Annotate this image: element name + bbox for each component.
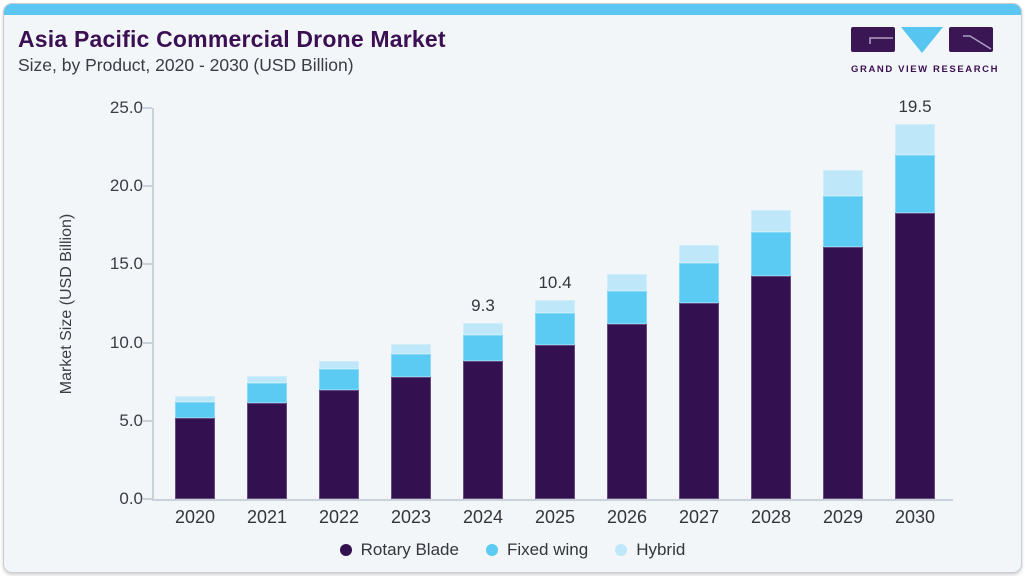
bar-segment-fixed-wing-2023 — [391, 353, 431, 378]
bar-segment-rotary-blade-2027 — [679, 302, 719, 499]
legend-label-fixed-wing: Fixed wing — [506, 540, 589, 559]
gvr-logo-text: GRAND VIEW RESEARCH — [851, 64, 1000, 75]
bar-segment-rotary-blade-2028 — [751, 276, 791, 499]
chart-card: Asia Pacific Commercial Drone Market Siz… — [3, 3, 1022, 573]
bar-segment-hybrid-2023 — [391, 343, 431, 354]
y-axis-title-wrap: Market Size (USD Billion) — [52, 108, 82, 499]
bar-segment-fixed-wing-2026 — [607, 290, 647, 325]
bar-group-2023 — [391, 343, 431, 499]
bar-segment-fixed-wing-2025 — [535, 313, 575, 345]
bar-segment-hybrid-2022 — [319, 360, 359, 370]
bar-group-2026 — [607, 274, 647, 499]
legend-item-rotary-blade: Rotary Blade — [339, 540, 459, 560]
bar-segment-fixed-wing-2027 — [679, 263, 719, 303]
x-axis-line — [152, 499, 953, 501]
y-tick-label-20.0: 20.0 — [109, 176, 143, 196]
bar-segment-hybrid-2026 — [607, 274, 647, 291]
x-tick-label-2021: 2021 — [246, 507, 288, 527]
x-tick-label-2020: 2020 — [174, 507, 216, 527]
bar-segment-hybrid-2029 — [823, 169, 863, 197]
bar-segment-hybrid-2020 — [175, 396, 215, 403]
y-tick-label-10.0: 10.0 — [109, 332, 143, 352]
y-axis-line — [152, 108, 154, 501]
x-tick-label-2030: 2030 — [894, 507, 936, 527]
x-tick-label-2022: 2022 — [318, 507, 360, 527]
legend-item-hybrid: Hybrid — [615, 540, 685, 560]
legend-dot-rotary-blade — [339, 544, 352, 556]
y-tick-label-15.0: 15.0 — [109, 254, 143, 274]
x-tick-label-2025: 2025 — [534, 507, 576, 527]
bar-group-2020 — [175, 396, 215, 499]
y-tick-mark-0.0 — [143, 498, 152, 500]
bar-segment-hybrid-2024 — [463, 322, 503, 335]
y-tick-label-25.0: 25.0 — [109, 98, 143, 117]
accent-strip — [4, 4, 1021, 15]
bar-segment-rotary-blade-2029 — [823, 246, 863, 499]
legend-dot-fixed-wing — [485, 544, 498, 556]
y-tick-label-0.0: 0.0 — [119, 489, 143, 508]
bar-group-2024: 9.3 — [463, 296, 503, 499]
bar-segment-fixed-wing-2022 — [319, 369, 359, 391]
legend-label-rotary-blade: Rotary Blade — [360, 540, 459, 559]
bar-segment-rotary-blade-2023 — [391, 377, 431, 499]
bar-segment-rotary-blade-2030 — [895, 213, 935, 499]
bar-segment-fixed-wing-2028 — [751, 231, 791, 277]
page-subtitle: Size, by Product, 2020 - 2030 (USD Billi… — [18, 55, 354, 75]
x-tick-label-2023: 2023 — [390, 507, 432, 527]
bar-segment-rotary-blade-2020 — [175, 417, 215, 499]
page-title: Asia Pacific Commercial Drone Market — [18, 26, 446, 52]
bar-segment-hybrid-2028 — [751, 209, 791, 232]
bar-segment-hybrid-2027 — [679, 244, 719, 264]
y-tick-mark-5.0 — [143, 419, 152, 422]
legend-item-fixed-wing: Fixed wing — [485, 540, 589, 560]
bar-group-2029 — [823, 169, 863, 499]
x-tick-label-2027: 2027 — [678, 507, 720, 527]
x-tick-label-2024: 2024 — [462, 507, 504, 527]
bar-group-2022 — [319, 360, 359, 499]
bar-segment-fixed-wing-2029 — [823, 196, 863, 247]
bar-annotation-2025: 10.4 — [538, 272, 572, 292]
bar-segment-fixed-wing-2024 — [463, 334, 503, 362]
bar-group-2021 — [247, 376, 287, 499]
legend: Rotary Blade Fixed wing Hybrid — [4, 539, 1021, 561]
y-tick-label-5.0: 5.0 — [119, 410, 143, 430]
bar-segment-rotary-blade-2026 — [607, 324, 647, 499]
plot-area: 0.0 5.0 10.0 15.0 20.0 25.0 2020 2021 2022 2023 9.… — [110, 98, 953, 527]
header: Asia Pacific Commercial Drone Market Siz… — [18, 26, 446, 75]
y-tick-mark-10.0 — [143, 341, 152, 344]
bar-segment-hybrid-2025 — [535, 299, 575, 314]
legend-dot-hybrid — [615, 544, 628, 556]
bar-segment-rotary-blade-2022 — [319, 390, 359, 499]
bar-group-2027 — [679, 244, 719, 499]
legend-label-hybrid: Hybrid — [636, 540, 686, 559]
bar-segment-fixed-wing-2020 — [175, 402, 215, 418]
x-tick-label-2026: 2026 — [606, 507, 648, 527]
y-tick-mark-20.0 — [143, 185, 152, 188]
x-tick-label-2028: 2028 — [750, 507, 792, 527]
bar-segment-fixed-wing-2030 — [895, 154, 935, 214]
bar-segment-hybrid-2021 — [247, 376, 287, 384]
gvr-logo: GRAND VIEW RESEARCH — [851, 26, 999, 75]
bar-group-2028 — [751, 209, 791, 499]
y-tick-mark-25.0 — [143, 107, 152, 109]
y-tick-mark-15.0 — [143, 263, 152, 266]
bar-segment-rotary-blade-2021 — [247, 402, 287, 499]
bar-group-2030: 19.5 — [895, 98, 935, 499]
bar-segment-rotary-blade-2025 — [535, 344, 575, 499]
bar-segment-fixed-wing-2021 — [247, 383, 287, 403]
bar-segment-hybrid-2030 — [895, 124, 935, 155]
bar-group-2025: 10.4 — [535, 273, 575, 499]
gvr-logo-mark — [851, 27, 993, 53]
bar-segment-rotary-blade-2024 — [463, 361, 503, 499]
x-tick-label-2029: 2029 — [822, 507, 864, 527]
bar-annotation-2024: 9.3 — [471, 295, 495, 315]
y-axis-title: Market Size (USD Billion) — [58, 213, 76, 394]
bar-annotation-2030: 19.5 — [898, 97, 932, 117]
